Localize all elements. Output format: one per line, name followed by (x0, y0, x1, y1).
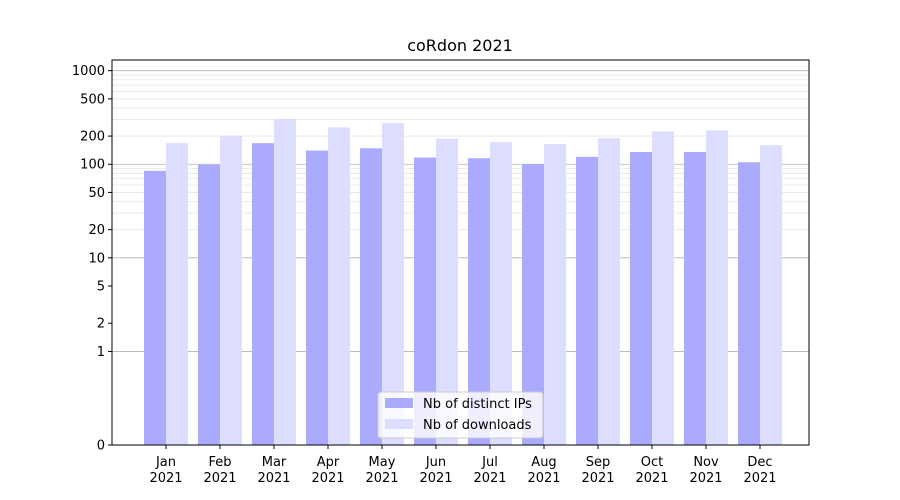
x-tick-label-month: May (369, 455, 396, 470)
y-tick-label: 20 (88, 223, 105, 238)
bar-distinct-ips-oct (630, 152, 652, 445)
x-tick-label-month: Oct (641, 455, 663, 470)
bar-downloads-may (382, 123, 404, 446)
bar-distinct-ips-jun (414, 157, 436, 445)
x-tick-label-year: 2021 (527, 471, 560, 486)
legend-box (377, 391, 544, 439)
y-tick-label: 200 (80, 130, 105, 145)
bar-distinct-ips-apr (306, 150, 328, 445)
x-tick-label-month: Apr (317, 455, 340, 470)
x-tick-label-year: 2021 (473, 471, 506, 486)
x-tick-label-year: 2021 (581, 471, 614, 486)
bar-downloads-jan (166, 143, 188, 445)
legend: Nb of distinct IPs Nb of downloads (377, 391, 544, 439)
x-tick-label-year: 2021 (257, 471, 290, 486)
x-tick-label-month: Sep (586, 455, 611, 470)
bar-downloads-sep (598, 138, 620, 446)
x-tick-label-year: 2021 (149, 471, 182, 486)
x-tick-label-month: Jan (155, 455, 176, 470)
bar-downloads-jul (490, 142, 512, 445)
x-tick-label-month: Jul (481, 455, 498, 470)
bar-downloads-aug (544, 143, 566, 445)
bar-downloads-jun (436, 138, 458, 445)
bar-distinct-ips-nov (684, 152, 706, 445)
y-tick-label: 1000 (72, 64, 105, 79)
y-tick-label: 2 (97, 317, 105, 332)
legend-swatch-distinct-ips (385, 398, 413, 408)
bar-distinct-ips-jul (468, 158, 490, 446)
x-tick-label-month: Feb (208, 455, 231, 470)
x-tick-label-month: Jun (425, 455, 446, 470)
y-tick-label: 100 (80, 158, 105, 173)
x-tick-label-year: 2021 (689, 471, 722, 486)
x-axis: Jan2021Feb2021Mar2021Apr2021May2021Jun20… (149, 445, 777, 486)
x-tick-label-year: 2021 (311, 471, 344, 486)
y-tick-label: 5 (97, 280, 105, 295)
x-tick-label-year: 2021 (419, 471, 452, 486)
bar-downloads-oct (652, 131, 674, 445)
bar-distinct-ips-sep (576, 156, 598, 446)
chart-title: coRdon 2021 (407, 36, 513, 55)
x-tick-label-year: 2021 (635, 471, 668, 486)
y-tick-label: 0 (97, 439, 105, 454)
x-tick-label-month: Mar (262, 455, 287, 470)
y-tick-label: 10 (88, 251, 105, 266)
plot-frame (111, 59, 810, 446)
bar-distinct-ips-may (360, 148, 382, 446)
x-tick-label-month: Nov (693, 455, 719, 470)
legend-swatch-downloads (385, 419, 413, 429)
y-tick-label: 1 (97, 345, 105, 360)
bar-downloads-feb (220, 135, 242, 445)
x-tick-label-month: Dec (747, 455, 772, 470)
bar-distinct-ips-jan (144, 170, 166, 446)
x-tick-label-year: 2021 (203, 471, 236, 486)
bar-distinct-ips-feb (198, 164, 220, 445)
bar-distinct-ips-dec (738, 162, 760, 446)
bar-downloads-dec (760, 145, 782, 445)
legend-label-downloads: Nb of downloads (423, 418, 532, 433)
y-tick-label: 500 (80, 92, 105, 107)
bar-distinct-ips-mar (252, 143, 274, 445)
bar-downloads-apr (328, 127, 350, 445)
bar-downloads-mar (274, 118, 296, 445)
legend-label-distinct-ips: Nb of distinct IPs (423, 397, 532, 412)
x-tick-label-month: Aug (531, 455, 556, 470)
x-tick-label-year: 2021 (743, 471, 776, 486)
x-tick-label-year: 2021 (365, 471, 398, 486)
bar-downloads-nov (706, 130, 728, 446)
y-tick-label: 50 (88, 186, 105, 201)
bars (144, 118, 782, 446)
bar-distinct-ips-aug (522, 164, 544, 445)
y-axis: 0 1 2 5 10 20 50 100 200 500 1000 (72, 64, 112, 454)
